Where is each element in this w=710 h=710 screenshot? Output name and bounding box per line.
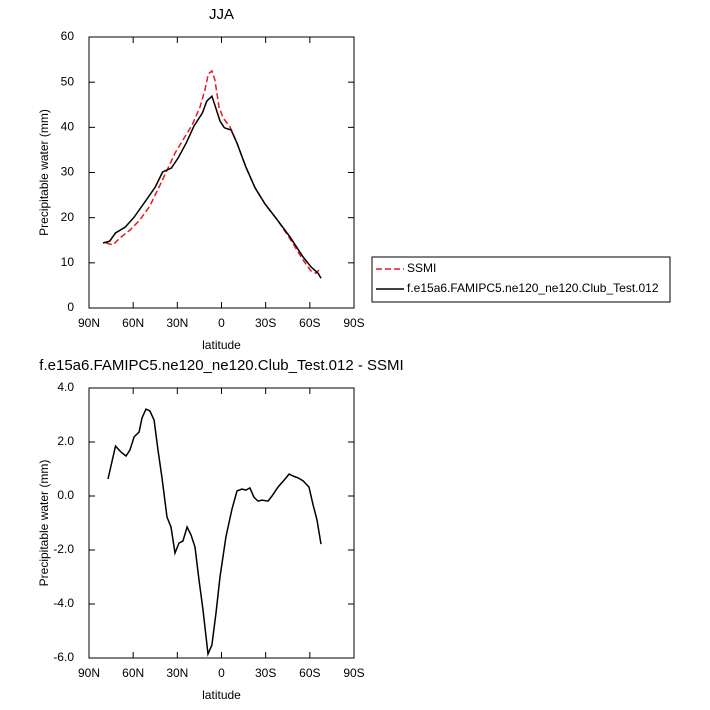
x-tick-label: 60N [122,316,144,330]
y-tick-label: 4.0 [57,380,74,394]
x-axis-label: latitude [202,338,241,352]
y-tick-label: -2.0 [53,542,74,556]
y-tick-label: -4.0 [53,596,74,610]
y-axis-label: Precipitable water (mm) [37,109,51,236]
y-tick-label: 40 [61,120,75,134]
y-tick-label: 20 [61,210,75,224]
y-tick-label: 10 [61,255,75,269]
legend-box [371,256,671,303]
x-tick-label: 30S [255,666,276,680]
x-tick-label: 0 [218,666,225,680]
data-line [105,69,322,275]
y-tick-label: 50 [61,74,75,88]
x-tick-label: 60S [299,666,320,680]
x-tick-label: 90S [343,316,364,330]
x-tick-label: 30N [166,666,188,680]
chart-title: f.e15a6.FAMIPC5.ne120_ne120.Club_Test.01… [39,357,403,374]
x-tick-label: 30S [255,316,276,330]
plot-frame [88,36,355,309]
y-tick-label: 60 [61,29,75,43]
y-tick-label: -6.0 [53,650,74,664]
y-axis-label: Precipitable water (mm) [37,460,51,587]
x-tick-label: 60S [299,316,320,330]
chart-title: JJA [209,6,234,23]
legend-label: SSMI [407,261,436,275]
x-tick-label: 60N [122,666,144,680]
x-tick-label: 90N [78,666,100,680]
x-tick-label: 30N [166,316,188,330]
y-tick-label: 30 [61,165,75,179]
x-tick-label: 90S [343,666,364,680]
y-tick-label: 0 [67,300,74,314]
x-tick-label: 90N [78,316,100,330]
legend-label: f.e15a6.FAMIPC5.ne120_ne120.Club_Test.01… [407,281,659,295]
x-axis-label: latitude [202,688,241,702]
x-tick-label: 0 [218,316,225,330]
y-tick-label: 2.0 [57,434,74,448]
data-line [102,94,322,279]
plot-frame [88,387,355,659]
data-line [107,408,322,657]
y-tick-label: 0.0 [57,488,74,502]
